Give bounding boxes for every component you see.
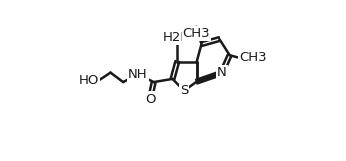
Text: CH3: CH3: [239, 51, 267, 64]
Text: S: S: [180, 84, 188, 97]
Text: HO: HO: [78, 74, 99, 87]
Text: O: O: [145, 93, 155, 105]
Text: CH3: CH3: [183, 27, 210, 40]
Text: NH: NH: [128, 68, 148, 81]
Text: N: N: [217, 66, 227, 79]
Text: H2N: H2N: [163, 31, 191, 44]
